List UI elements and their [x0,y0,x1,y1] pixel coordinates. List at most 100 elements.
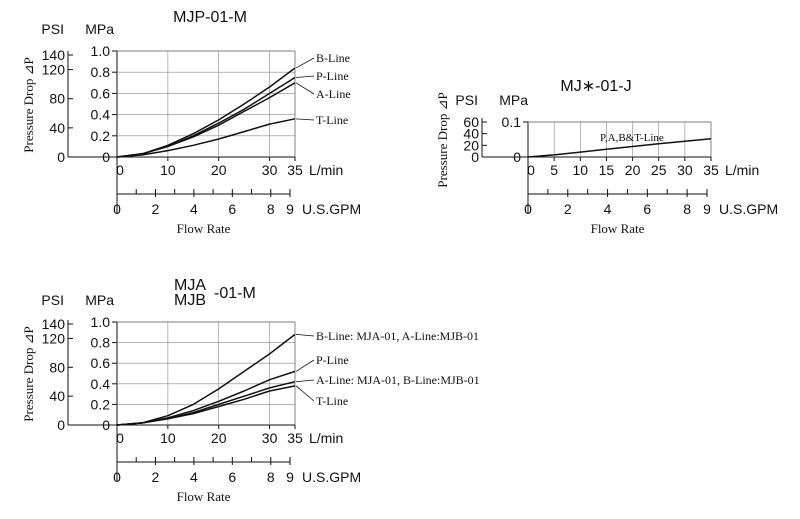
gpm-tick-label: 9 [703,201,711,217]
mpa-tick-label: 0.1 [502,114,522,130]
lmin-tick-label: 30 [262,430,278,446]
series-leader-line [295,75,315,78]
mpa-tick-label: 0.4 [91,376,111,392]
series-leader-line [295,379,315,383]
gpm-tick-label: 6 [228,201,236,217]
x-axis-label: Flow Rate [177,489,231,504]
series-leader-line [295,82,315,95]
gpm-unit-label: U.S.GPM [719,201,778,217]
lmin-unit-label: L/min [309,162,343,178]
series-line-p-line [116,76,296,158]
series-leader-line [295,385,315,402]
chart-title: MJ∗-01-J [560,78,631,95]
mpa-tick-label: 0.6 [91,85,111,101]
psi-unit-label: PSI [41,292,64,308]
gpm-tick-label: 2 [564,201,572,217]
gpm-tick-label: 0 [113,201,121,217]
gpm-unit-label: U.S.GPM [302,469,361,485]
lmin-tick-label: 15 [599,162,615,178]
psi-tick-label: 120 [42,330,66,346]
lmin-tick-label: 20 [211,430,227,446]
gpm-tick-label: 2 [152,201,160,217]
psi-tick-label: 140 [42,47,66,63]
lmin-tick-label: 35 [287,430,303,446]
y-axis-label: Pressure Drop ⊿P [21,326,36,421]
psi-unit-label: PSI [41,21,64,37]
series-leader-line [295,333,315,337]
series-leader-line [295,57,315,69]
lmin-tick-label: 20 [211,162,227,178]
mpa-unit-label: MPa [499,92,528,108]
psi-tick-label: 120 [42,62,66,78]
psi-unit-label: PSI [455,92,478,108]
psi-tick-label: 0 [57,417,65,433]
lmin-tick-label: 0 [116,430,124,446]
gpm-tick-label: 0 [524,201,532,217]
gpm-tick-label: 4 [190,469,198,485]
lmin-tick-label: 25 [651,162,667,178]
mpa-tick-label: 0.8 [91,335,111,351]
psi-tick-label: 40 [49,388,65,404]
series-line-p-a-b-t-line [527,138,712,158]
lmin-unit-label: L/min [309,430,343,446]
gpm-tick-label: 4 [604,201,612,217]
gpm-tick-label: 8 [267,201,275,217]
gpm-tick-label: 0 [113,469,121,485]
gpm-unit-label: U.S.GPM [302,201,361,217]
lmin-tick-label: 20 [625,162,641,178]
mpa-unit-label: MPa [85,21,114,37]
series-label: B-Line: MJA-01, A-Line:MJB-01 [316,329,479,343]
series-label: P-Line [316,69,349,83]
lmin-tick-label: 0 [116,162,124,178]
mpa-tick-label: 0.2 [91,396,111,412]
chart-title-line: MJB [174,292,206,309]
mpa-tick-label: 0.4 [91,107,111,123]
lmin-tick-label: 10 [160,162,176,178]
gpm-tick-label: 2 [152,469,160,485]
gpm-tick-label: 4 [190,201,198,217]
series-leader-line [295,118,315,121]
lmin-tick-label: 30 [677,162,693,178]
series-label: T-Line [316,394,348,408]
lmin-tick-label: 35 [287,162,303,178]
series-label: P,A,B&T-Line [600,132,664,144]
mpa-tick-label: 1.0 [91,43,111,59]
gpm-tick-label: 6 [643,201,651,217]
mpa-tick-label: 0.8 [91,64,111,80]
series-label: P-Line [316,353,349,367]
psi-tick-label: 0 [57,149,65,165]
lmin-tick-label: 10 [160,430,176,446]
chart-title-line: MJA [174,277,206,294]
psi-tick-label: 40 [463,126,479,142]
gpm-tick-label: 9 [286,201,294,217]
psi-tick-label: 60 [463,114,479,130]
series-leader-line [295,359,315,372]
lmin-tick-label: 30 [262,162,278,178]
gpm-tick-label: 6 [228,469,236,485]
lmin-tick-label: 10 [572,162,588,178]
psi-tick-label: 20 [463,137,479,153]
psi-tick-label: 80 [49,91,65,107]
chart-title: MJP-01-M [173,9,247,26]
series-line-t-line [116,385,296,426]
x-axis-label: Flow Rate [177,221,231,236]
gpm-tick-label: 8 [683,201,691,217]
gpm-tick-label: 8 [267,469,275,485]
psi-tick-label: 80 [49,359,65,375]
psi-tick-label: 40 [49,120,65,136]
gpm-tick-label: 9 [286,469,294,485]
series-label: A-Line [316,87,351,101]
mpa-unit-label: MPa [85,292,114,308]
psi-tick-label: 140 [42,316,66,332]
series-line-b-line [116,67,296,158]
series-label: T-Line [316,113,348,127]
series-line-t-line [116,118,296,158]
series-line-a-line-mja-01-b-line-mjb-01 [116,380,296,426]
y-axis-label: Pressure Drop ⊿P [21,57,36,152]
y-axis-label: Pressure Drop ⊿P [435,92,450,187]
psi-tick-label: 0 [471,149,479,165]
